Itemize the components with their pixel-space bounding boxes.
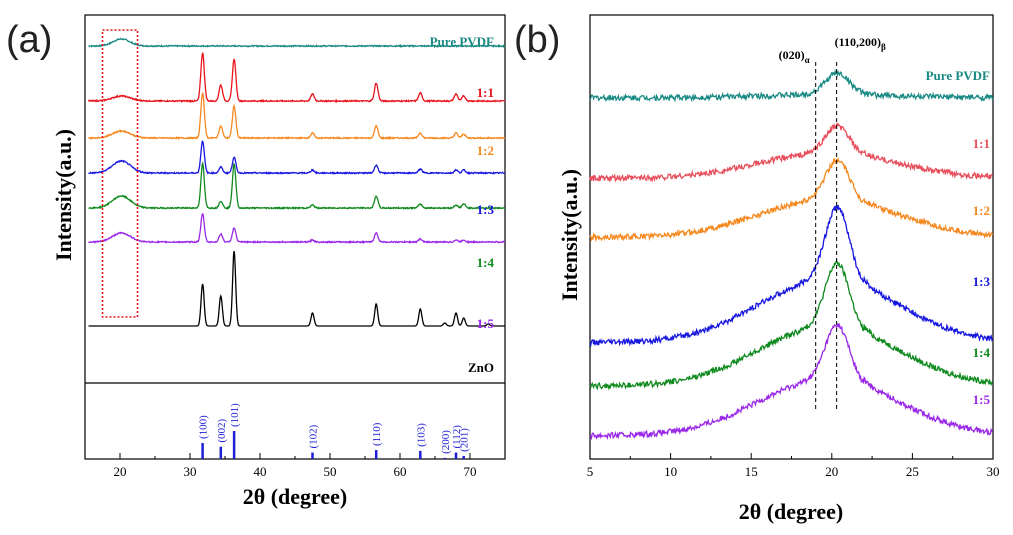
panel-a-series-label-1: 1:1 [477, 85, 494, 100]
panel-b-xtick-label-3: 20 [825, 464, 838, 479]
panel-b-ylabel: Intensity(a.u.) [557, 169, 582, 301]
panel-b-series-label-5: 1:5 [973, 392, 991, 407]
panel-a-series-label-5: 1:5 [477, 316, 495, 331]
panel-a-hkl-label-2: (101) [229, 403, 241, 427]
panel-a-hkl-label-0: (100) [198, 415, 210, 439]
panel-a-hkl-label-6: (200) [440, 430, 452, 454]
panel-b-series-label-2: 1:2 [973, 203, 990, 218]
panel-a-highlight-box [101, 29, 139, 318]
panel-a-hkl-label-8: (201) [459, 428, 471, 452]
panel-b-ref-label-0: (020)α [779, 48, 810, 65]
panel-b-xtick-label-0: 5 [587, 464, 594, 479]
panel-b-ref-label-1: (110,200)β [835, 35, 886, 52]
panel-a-label: (a) [6, 19, 52, 61]
panel-a-xtick-label-2: 40 [254, 464, 267, 479]
panel-a-hkl-label-1: (002) [216, 419, 228, 443]
panel-b-series-0 [589, 68, 994, 103]
panel-b-xtick-label-1: 10 [664, 464, 677, 479]
panel-b-series-label-4: 1:4 [973, 345, 991, 360]
panel-a-ylabel: Intensity(a.u.) [51, 129, 76, 261]
panel-a-series-label-2: 1:2 [477, 143, 494, 158]
panel-a-series-6 [88, 250, 505, 327]
panel-b-series-label-0: Pure PVDF [926, 68, 990, 83]
panel-b-xlabel: 2θ (degree) [739, 499, 844, 524]
panel-b-xtick-label-4: 25 [906, 464, 919, 479]
panel-b-series-label-3: 1:3 [973, 274, 991, 289]
panel-a-series-5 [88, 212, 505, 245]
panel-b-xtick-label-5: 30 [987, 464, 1000, 479]
panel-b-chart: (020)α (110,200)β 5 10 15 20 25 30 Pure PVDF 1:… [587, 14, 1000, 479]
panel-a-series-label-6: ZnO [468, 360, 494, 375]
panel-a-series-label-0: Pure PVDF [430, 34, 494, 49]
panel-b-series-4 [589, 258, 994, 391]
panel-a-xtick-label-3: 50 [324, 464, 337, 479]
panel-b-series-5 [589, 322, 994, 441]
panel-a-hkl-label-5: (103) [415, 423, 427, 447]
panel-b-label: (b) [514, 19, 560, 61]
panel-a-xtick-label-4: 60 [394, 464, 407, 479]
panel-a-series-2 [88, 91, 506, 141]
panel-b-series-2 [589, 156, 994, 243]
panel-a-series-4 [88, 161, 506, 211]
panel-a-hkl-label-7: (112) [451, 425, 463, 449]
panel-a-series-label-3: 1:3 [477, 202, 495, 217]
panel-b-series-3 [589, 204, 994, 348]
panel-a-frame [84, 14, 506, 460]
panel-a-xtick-label-0: 20 [114, 464, 127, 479]
panel-a-series-1 [87, 52, 506, 104]
panel-a-hkl-label-3: (102) [308, 424, 320, 448]
panel-a-chart: (100) (002)(101) (102) (110) (103) (200) (112)… [84, 14, 506, 479]
panel-a-xtick-label-1: 30 [184, 464, 197, 479]
panel-b-series-label-1: 1:1 [973, 136, 990, 151]
panel-b-xtick-label-2: 15 [745, 464, 758, 479]
panel-a-series-label-4: 1:4 [477, 255, 495, 270]
panel-a-series-3 [88, 140, 506, 176]
panel-a-xlabel: 2θ (degree) [243, 484, 348, 509]
panel-b-series-1 [589, 122, 993, 183]
panel-a-xtick-label-5: 70 [464, 464, 477, 479]
panel-a-hkl-label-4: (110) [371, 422, 383, 446]
panel-a-series-0 [88, 37, 506, 49]
